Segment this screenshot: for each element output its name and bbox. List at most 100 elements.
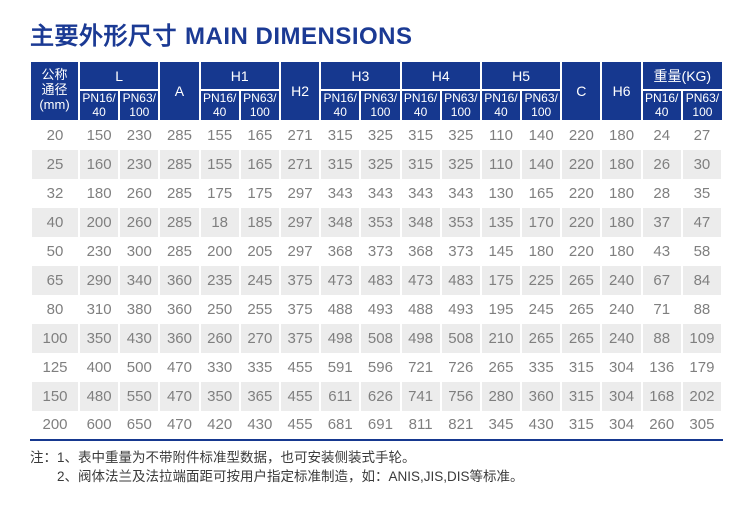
data-cell: 140 — [520, 120, 563, 150]
cell-dn: 200 — [30, 410, 80, 441]
data-cell: 473 — [399, 265, 442, 295]
data-cell: 297 — [278, 207, 322, 237]
data-cell: 353 — [359, 207, 402, 237]
data-cell: 180 — [600, 207, 643, 237]
data-cell: 470 — [158, 352, 201, 382]
data-cell: 285 — [158, 178, 201, 208]
data-cell: 180 — [520, 236, 563, 266]
data-cell: 265 — [520, 323, 563, 353]
header-a: A — [158, 62, 201, 122]
data-cell: 24 — [640, 120, 683, 150]
data-cell: 271 — [278, 149, 322, 179]
data-cell: 180 — [77, 178, 121, 208]
page-title-english: MAIN DIMENSIONS — [185, 23, 413, 50]
data-cell: 811 — [399, 410, 442, 441]
notes: 注： 1、表中重量为不带附件标准型数据，也可安装侧装式手轮。 2、阀体法兰及法拉… — [30, 448, 524, 486]
data-cell: 220 — [560, 120, 603, 150]
data-cell: 611 — [319, 381, 362, 411]
data-cell: 508 — [439, 323, 482, 353]
data-cell: 30 — [680, 149, 724, 179]
data-cell: 195 — [479, 294, 523, 324]
header-h6: H6 — [600, 62, 643, 122]
data-cell: 335 — [520, 352, 563, 382]
data-cell: 550 — [118, 381, 161, 411]
data-cell: 480 — [77, 381, 121, 411]
data-cell: 493 — [439, 294, 482, 324]
data-cell: 170 — [520, 207, 563, 237]
data-cell: 150 — [77, 120, 121, 150]
header-c: C — [560, 62, 603, 122]
data-cell: 200 — [198, 236, 241, 266]
data-cell: 155 — [198, 120, 241, 150]
data-cell: 400 — [77, 352, 121, 382]
data-cell: 35 — [680, 178, 724, 208]
data-cell: 285 — [158, 120, 201, 150]
notes-items: 1、表中重量为不带附件标准型数据，也可安装侧装式手轮。 2、阀体法兰及法拉端面距… — [57, 448, 524, 486]
data-cell: 88 — [640, 323, 683, 353]
cell-dn: 25 — [30, 149, 80, 179]
data-cell: 165 — [520, 178, 563, 208]
table-row: 40 200 260 285 18 185 297 348 353 348 353 135 170 220… — [30, 207, 724, 237]
table-row: 65 290 340 360 235 245 375 473 483 473 483 175 225 26… — [30, 265, 724, 295]
data-cell: 58 — [680, 236, 724, 266]
subheader-pn63: PN63/100 — [359, 89, 402, 122]
data-cell: 265 — [560, 265, 603, 295]
data-cell: 498 — [319, 323, 362, 353]
subheader-pn16: PN16/40 — [640, 89, 683, 122]
table-row: 200 600 650 470 420 430 455 681 691 811 821 345 430 3… — [30, 410, 724, 441]
data-cell: 315 — [399, 120, 442, 150]
data-cell: 348 — [399, 207, 442, 237]
subheader-pn63: PN63/100 — [118, 89, 161, 122]
data-cell: 180 — [600, 178, 643, 208]
data-cell: 340 — [118, 265, 161, 295]
data-cell: 498 — [399, 323, 442, 353]
subheader-pn63: PN63/100 — [520, 89, 563, 122]
data-cell: 343 — [319, 178, 362, 208]
data-cell: 185 — [238, 207, 281, 237]
data-cell: 420 — [198, 410, 241, 441]
header-kg: 重量(KG) — [640, 62, 722, 91]
subheader-pn16: PN16/40 — [77, 89, 121, 122]
data-cell: 353 — [439, 207, 482, 237]
data-cell: 240 — [600, 265, 643, 295]
header-h3: H3 — [319, 62, 402, 91]
data-cell: 430 — [238, 410, 281, 441]
data-cell: 315 — [319, 149, 362, 179]
page-title: 主要外形尺寸 MAIN DIMENSIONS — [30, 16, 413, 51]
data-cell: 220 — [560, 207, 603, 237]
main-dimensions-table: 公称 通径 (mm) L A H1 H2 H3 H4 H5 C H6 重量(KG) PN16/40 PN63… — [30, 62, 724, 441]
data-cell: 360 — [158, 323, 201, 353]
data-cell: 756 — [439, 381, 482, 411]
subheader-pn16: PN16/40 — [479, 89, 523, 122]
data-cell: 483 — [359, 265, 402, 295]
data-cell: 315 — [560, 352, 603, 382]
data-cell: 330 — [198, 352, 241, 382]
data-cell: 43 — [640, 236, 683, 266]
subheader-pn16: PN16/40 — [198, 89, 241, 122]
data-cell: 230 — [118, 149, 161, 179]
data-cell: 375 — [278, 294, 322, 324]
data-cell: 245 — [520, 294, 563, 324]
data-cell: 365 — [238, 381, 281, 411]
header-h2: H2 — [278, 62, 322, 122]
data-cell: 315 — [319, 120, 362, 150]
data-cell: 368 — [319, 236, 362, 266]
data-cell: 47 — [680, 207, 724, 237]
data-cell: 180 — [600, 120, 643, 150]
data-cell: 271 — [278, 120, 322, 150]
table-row: 50 230 300 285 200 205 297 368 373 368 373 145 180 22… — [30, 236, 724, 266]
data-cell: 304 — [600, 381, 643, 411]
data-cell: 360 — [158, 294, 201, 324]
data-cell: 202 — [680, 381, 724, 411]
data-cell: 28 — [640, 178, 683, 208]
data-cell: 470 — [158, 410, 201, 441]
data-cell: 304 — [600, 410, 643, 441]
data-cell: 230 — [118, 120, 161, 150]
data-cell: 220 — [560, 236, 603, 266]
data-cell: 179 — [680, 352, 724, 382]
data-cell: 493 — [359, 294, 402, 324]
page-title-chinese: 主要外形尺寸 — [30, 23, 177, 50]
data-cell: 230 — [77, 236, 121, 266]
table-header: 公称 通径 (mm) L A H1 H2 H3 H4 H5 C H6 重量(KG) PN16/40 PN63… — [31, 62, 722, 122]
data-cell: 145 — [479, 236, 523, 266]
